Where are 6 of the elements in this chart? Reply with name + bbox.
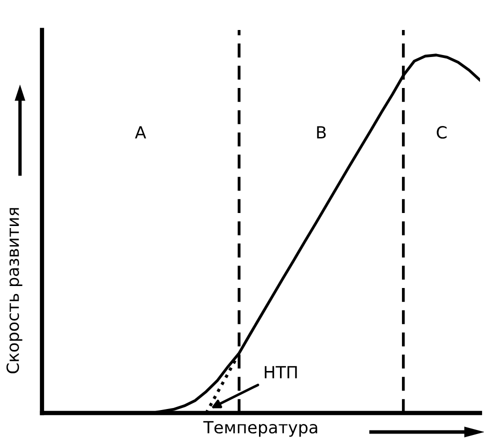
annotation: C xyxy=(436,126,447,139)
annotation: A xyxy=(134,126,146,138)
y-axis-title: Скорость развития xyxy=(6,208,22,374)
annotation: B xyxy=(317,126,326,138)
x-axis-title: Температура xyxy=(203,421,318,437)
annotation: НТП xyxy=(264,366,297,378)
